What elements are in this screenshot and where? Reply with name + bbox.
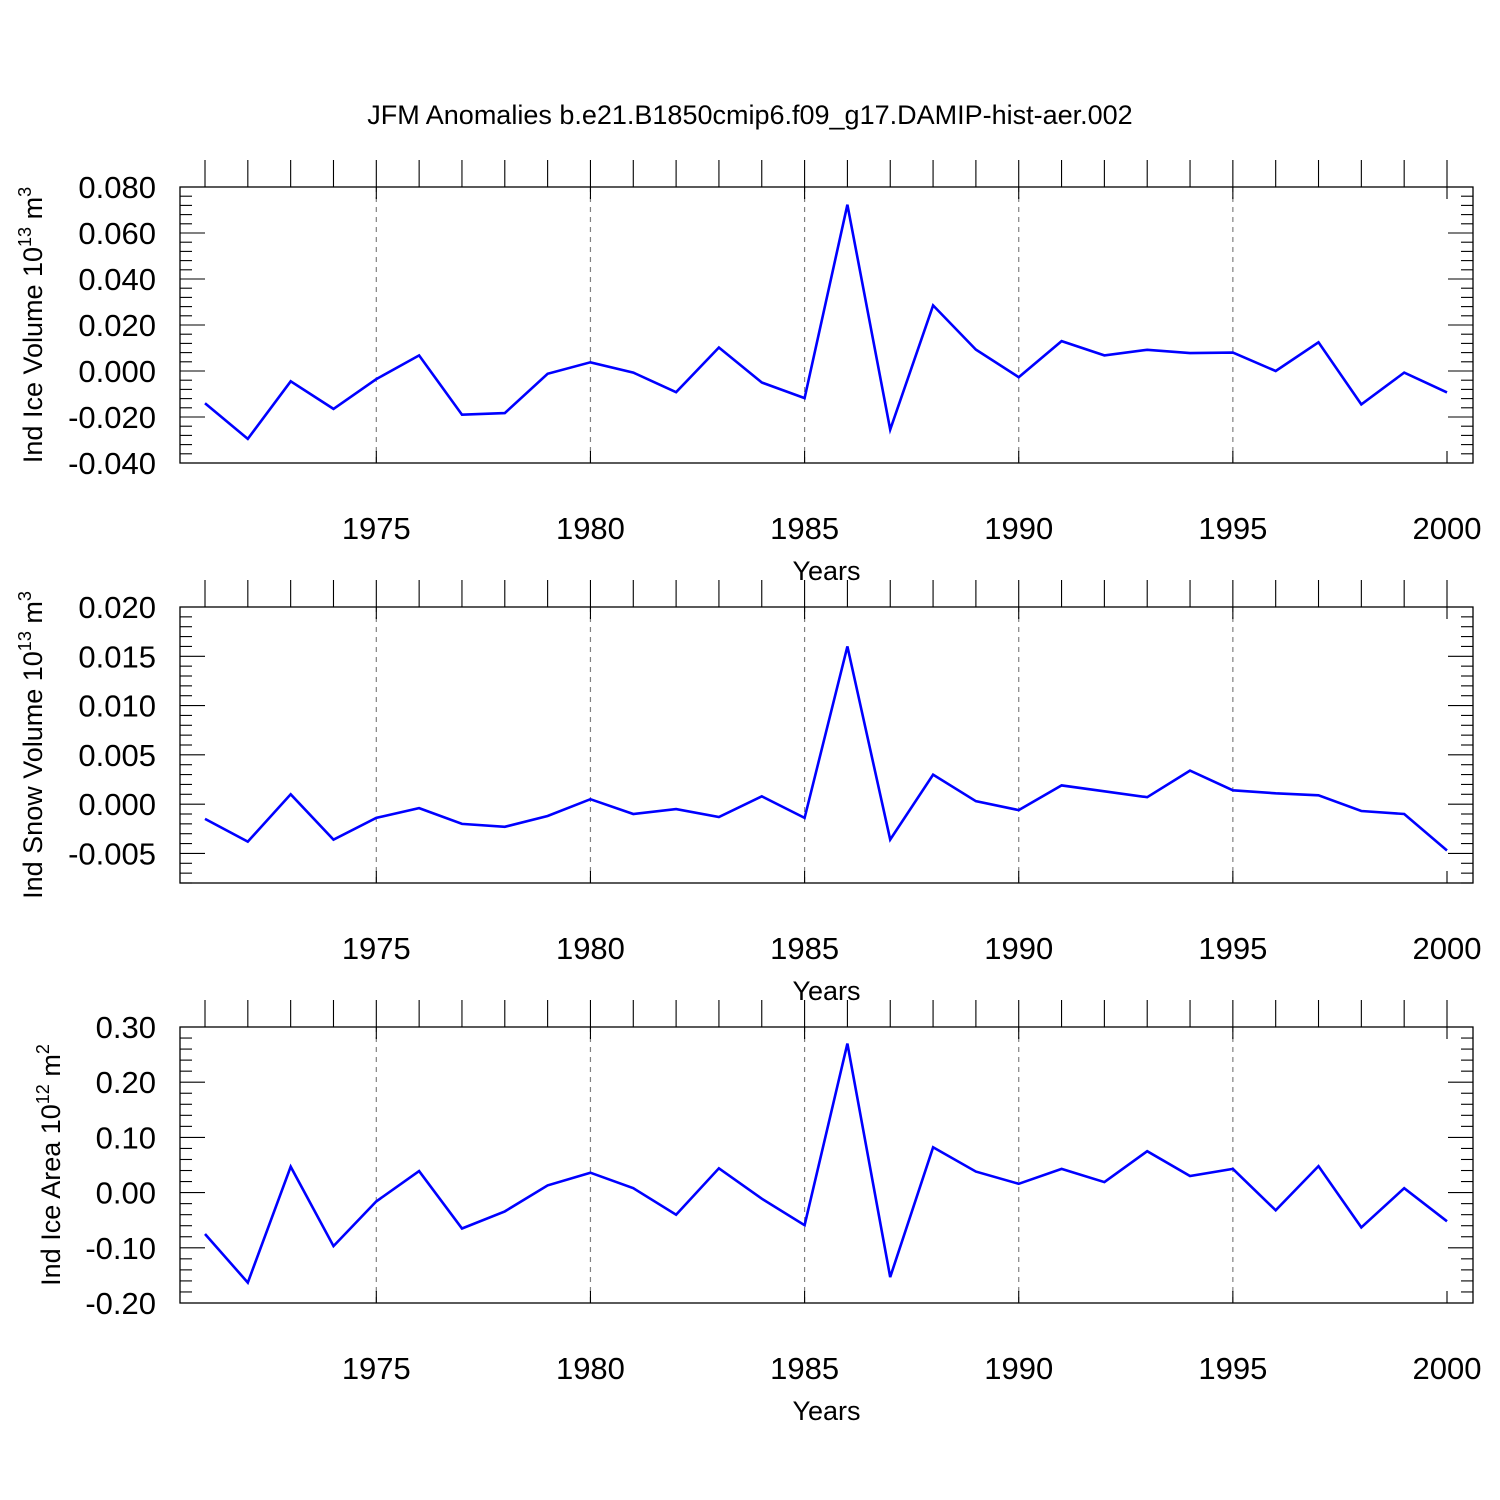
panel-2: 1975 1980 1985 1990 1995 2000 Years -0.005 0.000… [15,580,1481,1006]
x-tick-label: 1985 [770,1351,839,1386]
x-tick-label: 1990 [984,511,1053,546]
x-tick-label: 1980 [556,1351,625,1386]
plot-frame [179,606,1474,884]
x-axis-title: Years [792,556,860,586]
x-tick-label: 1980 [556,511,625,546]
x-tick-label: 2000 [1413,931,1482,966]
y-tick-label: 0.040 [78,262,156,297]
y-axis-title: Ind Ice Volume 1013 m3 [15,187,48,463]
panel-1: 1975 1980 1985 1990 1995 2000 Years -0.040 -0.02… [15,160,1481,586]
x-tick-label: 1975 [342,1351,411,1386]
x-tick-label: 1975 [342,511,411,546]
y-tick-label: 0.005 [78,738,156,773]
x-tick-label: 1990 [984,1351,1053,1386]
x-tick-label: 1975 [342,931,411,966]
y-tick-label: 0.10 [96,1120,156,1155]
y-tick-label: -0.040 [68,446,156,481]
y-tick-label: 0.010 [78,689,156,724]
x-tick-label: 1985 [770,931,839,966]
y-tick-label: 0.000 [78,787,156,822]
x-tick-label: 1980 [556,931,625,966]
y-tick-label: 0.020 [78,308,156,343]
y-tick-label: -0.10 [85,1231,156,1266]
y-tick-label: 0.000 [78,354,156,389]
plot-frame [179,1026,1474,1304]
y-tick-label: 0.30 [96,1010,156,1045]
chart-title: JFM Anomalies b.e21.B1850cmip6.f09_g17.D… [367,100,1132,130]
y-tick-label: -0.20 [85,1286,156,1321]
x-tick-label: 2000 [1413,1351,1482,1386]
y-axis-title: Ind Ice Area 1012 m2 [33,1044,66,1286]
x-axis-title: Years [792,1396,860,1426]
y-tick-label: 0.020 [78,590,156,625]
x-tick-label: 1985 [770,511,839,546]
plot-frame [179,186,1474,464]
series-line [204,646,1448,852]
y-tick-label: 0.20 [96,1065,156,1100]
series-line [204,1043,1448,1286]
series-line [204,204,1448,441]
x-axis-title: Years [792,976,860,1006]
x-tick-label: 1990 [984,931,1053,966]
y-tick-label: -0.005 [68,836,156,871]
y-tick-label: -0.020 [68,400,156,435]
y-tick-label: 0.015 [78,639,156,674]
x-tick-label: 1995 [1198,931,1267,966]
x-tick-label: 2000 [1413,511,1482,546]
y-axis-title: Ind Snow Volume 1013 m3 [15,591,48,899]
chart-panels: 1975 1980 1985 1990 1995 2000 Years -0.040 -0.02… [15,160,1481,1426]
y-tick-label: 0.00 [96,1176,156,1211]
y-tick-label: 0.060 [78,216,156,251]
x-tick-label: 1995 [1198,1351,1267,1386]
panel-3: 1975 1980 1985 1990 1995 2000 Years -0.20 -0.10 0… [33,1000,1481,1426]
x-tick-label: 1995 [1198,511,1267,546]
y-tick-label: 0.080 [78,170,156,205]
